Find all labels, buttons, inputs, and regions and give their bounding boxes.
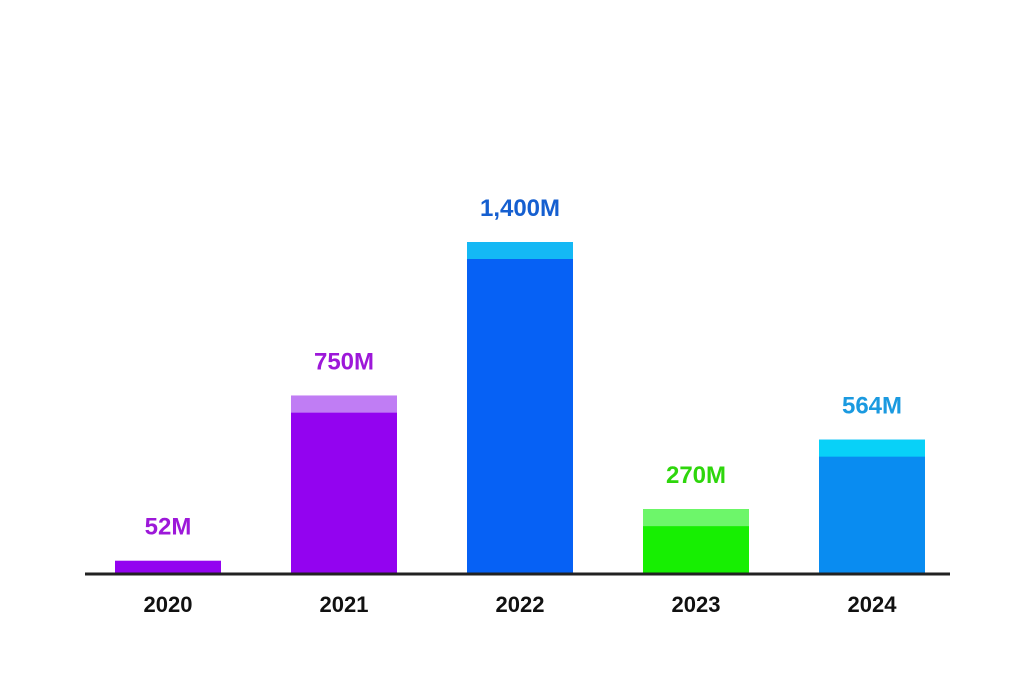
x-tick-label-2024: 2024 bbox=[848, 592, 898, 617]
data-label-2024: 564M bbox=[842, 393, 902, 420]
data-labels-group: 52M 750M 1,400M 270M 564M bbox=[145, 195, 902, 541]
data-label-2020: 52M bbox=[145, 514, 192, 541]
x-tick-label-2021: 2021 bbox=[320, 592, 369, 617]
bar-2021 bbox=[291, 395, 397, 573]
bar-2020 bbox=[115, 560, 221, 573]
x-tick-labels-group: 2020 2021 2022 2023 2024 bbox=[144, 592, 898, 617]
x-tick-label-2022: 2022 bbox=[496, 592, 545, 617]
bar-cap-2021 bbox=[291, 395, 397, 413]
x-tick-label-2020: 2020 bbox=[144, 592, 193, 617]
data-label-2021: 750M bbox=[314, 349, 374, 376]
bar-cap-2024 bbox=[819, 439, 925, 457]
bar-cap-2023 bbox=[643, 509, 749, 527]
bar-2024 bbox=[819, 439, 925, 573]
bar-2022 bbox=[467, 242, 573, 573]
bar-cap-2022 bbox=[467, 242, 573, 259]
data-label-2023: 270M bbox=[666, 462, 726, 489]
bars-group bbox=[115, 242, 925, 573]
x-tick-label-2023: 2023 bbox=[672, 592, 721, 617]
data-label-2022: 1,400M bbox=[480, 195, 560, 222]
